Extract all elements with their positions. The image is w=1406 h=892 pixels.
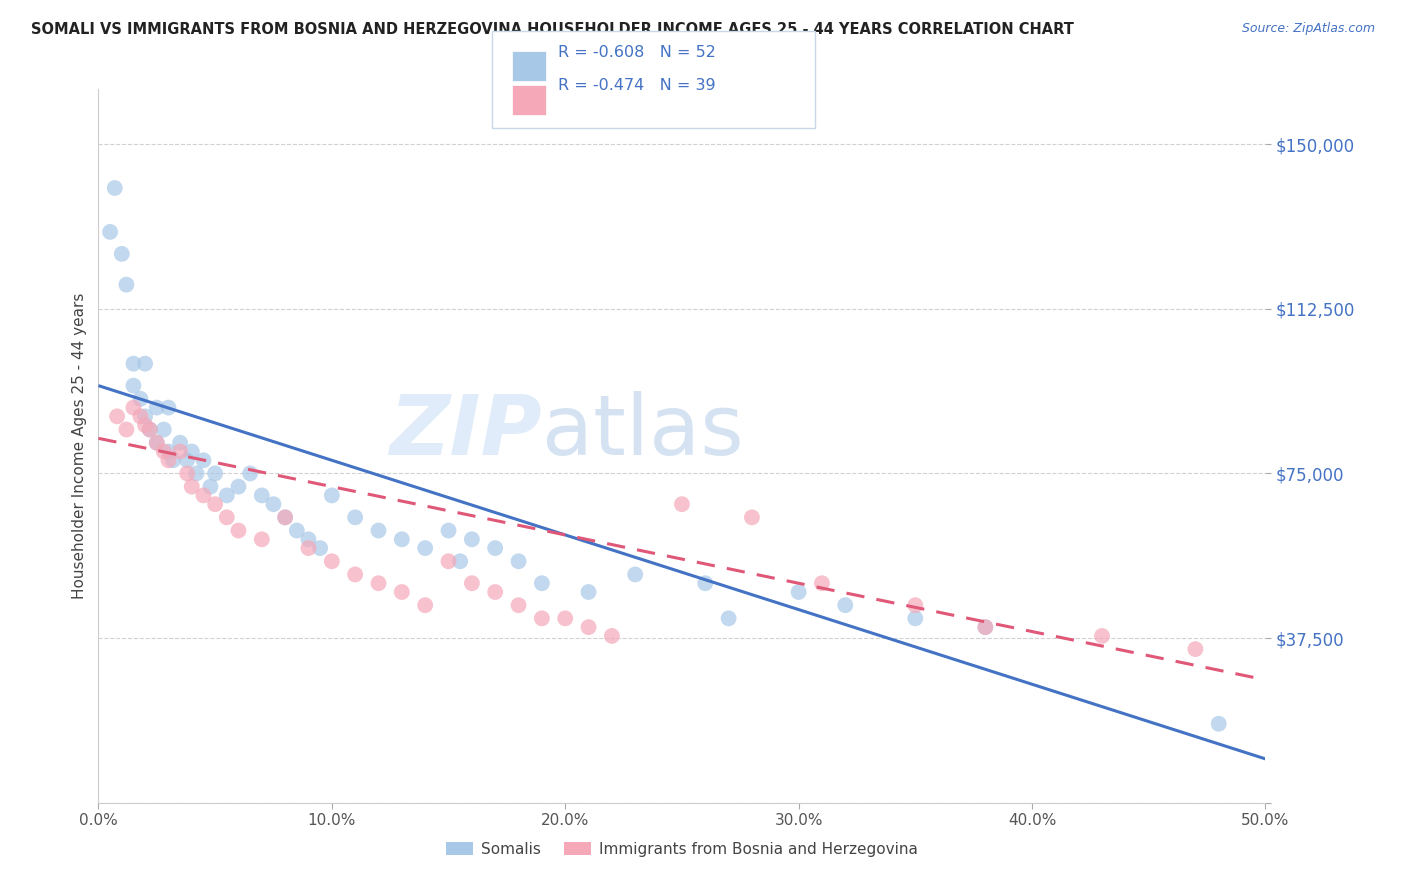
Point (274, 510, 297, 524)
Point (169, 435, 191, 450)
Point (115, 423, 138, 437)
Point (391, 533, 413, 547)
Point (250, 533, 273, 547)
Point (508, 598, 530, 612)
Point (134, 357, 156, 371)
Point (367, 524, 389, 538)
Point (904, 611, 927, 625)
Point (204, 497, 226, 511)
Point (344, 510, 367, 524)
Point (484, 541, 506, 555)
Point (129, 409, 152, 424)
Point (139, 423, 162, 437)
Text: ZIP: ZIP (389, 392, 541, 472)
Point (134, 409, 156, 424)
Point (695, 576, 717, 591)
Point (904, 598, 927, 612)
Point (787, 585, 810, 599)
Point (461, 533, 484, 547)
Point (228, 480, 250, 494)
Point (461, 576, 484, 591)
Y-axis label: Householder Income Ages 25 - 44 years: Householder Income Ages 25 - 44 years (72, 293, 87, 599)
Point (741, 510, 763, 524)
Point (250, 488, 273, 502)
Point (105, 409, 128, 424)
Point (321, 554, 343, 568)
Point (200, 480, 222, 494)
Point (169, 444, 191, 458)
Point (671, 497, 693, 511)
Text: R = -0.608   N = 52: R = -0.608 N = 52 (558, 45, 716, 60)
Point (321, 488, 343, 502)
Point (146, 401, 169, 415)
Point (239, 467, 262, 481)
Point (152, 423, 174, 437)
Point (157, 444, 180, 458)
Point (297, 533, 319, 547)
Point (344, 567, 367, 582)
Point (146, 435, 169, 450)
Point (215, 510, 238, 524)
Point (98, 225, 121, 239)
Point (974, 620, 997, 634)
Point (437, 554, 460, 568)
Point (1184, 642, 1206, 657)
Point (122, 357, 145, 371)
Point (449, 554, 471, 568)
Point (484, 585, 506, 599)
Point (176, 467, 198, 481)
Point (180, 444, 202, 458)
Point (162, 453, 184, 467)
Point (193, 453, 215, 467)
Point (1091, 629, 1114, 643)
Point (834, 598, 856, 612)
Point (129, 392, 152, 406)
Legend: Somalis, Immigrants from Bosnia and Herzegovina: Somalis, Immigrants from Bosnia and Herz… (440, 836, 924, 863)
Point (180, 480, 202, 494)
Point (186, 467, 208, 481)
Point (530, 611, 553, 625)
Point (134, 418, 156, 433)
Point (309, 541, 332, 555)
Point (146, 435, 169, 450)
Point (228, 524, 250, 538)
Point (624, 567, 647, 582)
Point (204, 467, 226, 481)
Point (157, 453, 180, 467)
Point (285, 524, 308, 538)
Point (811, 576, 834, 591)
Point (157, 401, 180, 415)
Text: SOMALI VS IMMIGRANTS FROM BOSNIA AND HERZEGOVINA HOUSEHOLDER INCOME AGES 25 - 44: SOMALI VS IMMIGRANTS FROM BOSNIA AND HER… (31, 22, 1074, 37)
Point (413, 598, 436, 612)
Text: R = -0.474   N = 39: R = -0.474 N = 39 (558, 78, 716, 94)
Point (413, 541, 436, 555)
Point (215, 488, 238, 502)
Point (193, 488, 215, 502)
Point (367, 576, 389, 591)
Point (717, 611, 740, 625)
Point (115, 277, 138, 292)
Text: Source: ZipAtlas.com: Source: ZipAtlas.com (1241, 22, 1375, 36)
Point (508, 554, 530, 568)
Point (578, 620, 600, 634)
Point (262, 497, 284, 511)
Point (111, 247, 134, 261)
Point (176, 453, 198, 467)
Text: atlas: atlas (541, 392, 744, 472)
Point (600, 629, 623, 643)
Point (530, 576, 553, 591)
Point (139, 423, 162, 437)
Point (104, 181, 127, 195)
Point (122, 401, 145, 415)
Point (274, 510, 297, 524)
Point (437, 524, 460, 538)
Point (152, 444, 174, 458)
Point (974, 620, 997, 634)
Point (391, 585, 413, 599)
Point (122, 378, 145, 392)
Point (297, 541, 319, 555)
Point (1208, 716, 1230, 731)
Point (578, 585, 600, 599)
Point (554, 611, 576, 625)
